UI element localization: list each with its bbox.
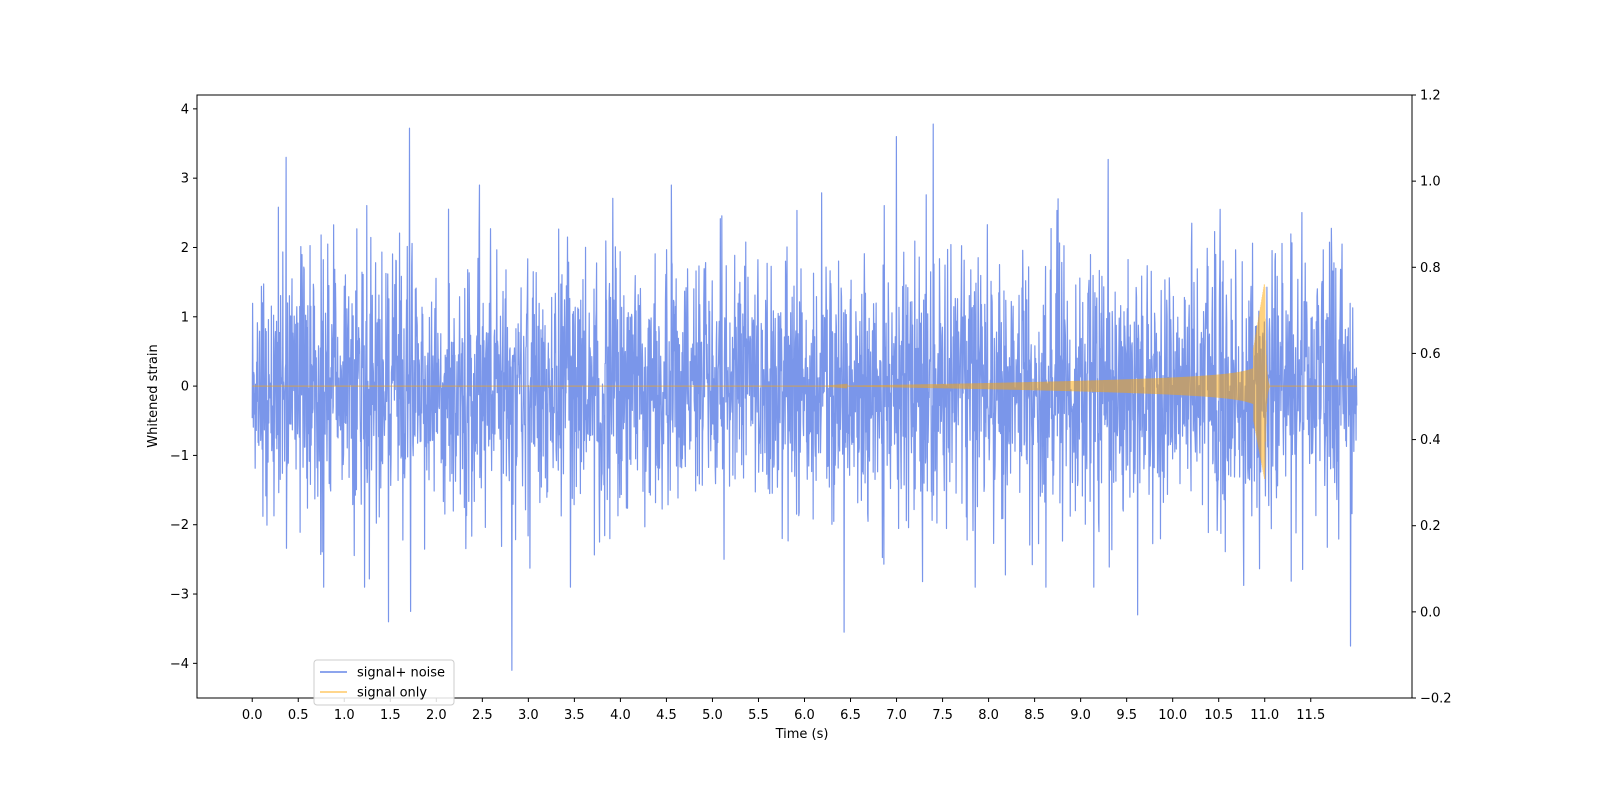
x-tick-label: 8.0: [978, 708, 999, 723]
x-tick-label: 2.5: [472, 708, 493, 723]
y-tick-label: −2: [170, 518, 189, 533]
x-tick-label: 3.5: [564, 708, 585, 723]
y-tick-label: −3: [170, 588, 189, 603]
x-tick-label: 10.0: [1158, 708, 1187, 723]
y2-tick-label: 1.2: [1420, 89, 1441, 104]
series-signal-noise: [251, 123, 1358, 671]
x-tick-label: 4.0: [610, 708, 631, 723]
y-axis-label: Whitened strain: [146, 344, 161, 447]
y-tick-label: 0: [181, 380, 189, 395]
x-tick-label: 5.5: [748, 708, 769, 723]
x-tick-label: 9.0: [1070, 708, 1091, 723]
x-tick-label: 11.5: [1296, 708, 1325, 723]
x-tick-label: 1.0: [334, 708, 355, 723]
y-tick-label: 1: [181, 310, 189, 325]
legend-label-signal-noise: signal+ noise: [357, 666, 445, 681]
x-tick-label: 6.5: [840, 708, 861, 723]
y-tick-label: 4: [181, 102, 189, 117]
x-tick-label: 4.5: [656, 708, 677, 723]
y2-tick-label: 1.0: [1420, 175, 1441, 190]
legend-label-signal-only: signal only: [357, 686, 427, 701]
series-signal-only: [252, 284, 1357, 479]
x-tick-label: 8.5: [1024, 708, 1045, 723]
x-tick-label: 5.0: [702, 708, 723, 723]
x-tick-label: 1.5: [380, 708, 401, 723]
x-axis-label: Time (s): [775, 727, 829, 742]
y2-tick-label: −0.2: [1420, 692, 1452, 707]
x-tick-label: 0.0: [242, 708, 263, 723]
y-tick-label: −1: [170, 449, 189, 464]
x-tick-label: 11.0: [1250, 708, 1279, 723]
x-tick-label: 9.5: [1116, 708, 1137, 723]
y-tick-label: −4: [170, 657, 189, 672]
x-tick-label: 0.5: [288, 708, 309, 723]
y2-tick-label: 0.2: [1420, 519, 1441, 534]
x-tick-label: 3.0: [518, 708, 539, 723]
legend-box: [313, 659, 455, 706]
y-tick-label: 3: [181, 172, 189, 187]
y-tick-label: 2: [181, 241, 189, 256]
y2-tick-label: 0.4: [1420, 433, 1441, 448]
y2-tick-label: 0.6: [1420, 347, 1441, 362]
y2-tick-label: 0.0: [1420, 605, 1441, 620]
y2-tick-label: 0.8: [1420, 261, 1441, 276]
legend: signal+ noise signal only: [313, 659, 455, 706]
x-tick-label: 7.5: [932, 708, 953, 723]
x-tick-label: 10.5: [1204, 708, 1233, 723]
x-tick-label: 7.0: [886, 708, 907, 723]
x-tick-label: 2.0: [426, 708, 447, 723]
x-tick-label: 6.0: [794, 708, 815, 723]
